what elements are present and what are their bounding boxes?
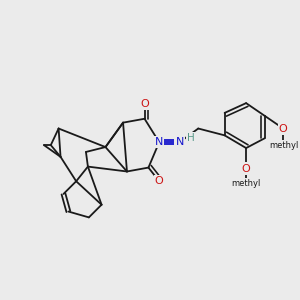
Text: N: N bbox=[155, 137, 164, 147]
Text: O: O bbox=[140, 99, 149, 109]
Text: N: N bbox=[176, 137, 184, 147]
Text: H: H bbox=[187, 133, 194, 143]
Text: O: O bbox=[155, 176, 164, 186]
Text: O: O bbox=[279, 124, 288, 134]
Text: methyl: methyl bbox=[269, 141, 299, 150]
Text: O: O bbox=[242, 164, 250, 174]
Text: methyl: methyl bbox=[231, 179, 261, 188]
